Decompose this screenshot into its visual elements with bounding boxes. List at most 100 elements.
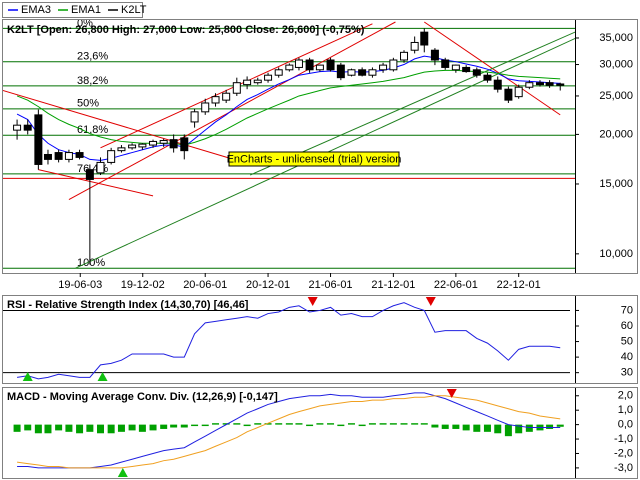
- candle-body: [379, 64, 388, 71]
- macd-line: [17, 395, 561, 469]
- x-tick-label: 19-12-02: [121, 279, 165, 291]
- macd-line: [17, 392, 561, 469]
- histogram-bar: [170, 424, 178, 428]
- rsi-line: [17, 302, 561, 380]
- histogram-bar: [400, 423, 408, 425]
- candle-body: [535, 82, 544, 86]
- candle-body: [462, 66, 471, 73]
- histogram-bar: [515, 424, 523, 434]
- histogram-bar: [97, 424, 105, 434]
- candle-body: [525, 82, 534, 88]
- fib-label: 23,6%: [77, 51, 108, 63]
- histogram-bar: [201, 424, 209, 427]
- histogram-bar: [138, 424, 146, 432]
- legend-label: K2LT: [121, 4, 147, 16]
- candle-body: [493, 79, 502, 90]
- histogram-bar: [504, 424, 512, 437]
- candle-body: [222, 92, 231, 101]
- x-tick-label: 21-06-01: [309, 279, 353, 291]
- candle-body: [232, 82, 241, 94]
- candle-body: [315, 64, 324, 71]
- y-tick-label: 60: [621, 320, 633, 332]
- candle-body: [138, 143, 147, 148]
- rsi-plot: [3, 297, 570, 381]
- candle-body: [253, 79, 262, 84]
- histogram-bar: [327, 423, 335, 425]
- histogram-bar: [233, 423, 241, 425]
- candle-body: [117, 147, 126, 152]
- y-tick-label: 25,000: [599, 90, 633, 102]
- buy-signal: [117, 468, 128, 477]
- fib-label: 38,2%: [77, 75, 108, 87]
- candle-body: [294, 59, 303, 68]
- candle-body: [545, 82, 554, 86]
- histogram-bar: [462, 424, 470, 431]
- histogram-bar: [76, 424, 84, 434]
- candle-body: [358, 69, 367, 76]
- histogram-bar: [264, 423, 272, 425]
- histogram-bar: [107, 424, 115, 434]
- candle-body: [190, 111, 199, 123]
- y-tick-label: -1,0: [614, 433, 633, 445]
- y-tick-label: 1,0: [618, 404, 633, 416]
- labels: 10,000 15,000 20,000 25,000 30,000 35,000 K2LT…: [7, 4, 633, 474]
- histogram-bar: [13, 424, 21, 432]
- candle-body: [430, 49, 439, 61]
- histogram-bar: [212, 423, 220, 425]
- histogram-bar: [546, 424, 554, 429]
- histogram-bar: [420, 423, 428, 425]
- candle-body: [305, 59, 314, 71]
- y-tick-label: 70: [621, 304, 633, 316]
- sell-signal: [307, 297, 318, 306]
- histogram-bar: [556, 424, 564, 427]
- y-tick-label: 2,0: [618, 390, 633, 402]
- histogram-bar: [494, 424, 502, 434]
- histogram-bar: [44, 424, 52, 434]
- candle-body: [410, 41, 419, 51]
- candle-body: [400, 51, 409, 61]
- histogram-bar: [160, 424, 168, 429]
- candle-body: [556, 83, 565, 86]
- x-tick-label: 20-06-01: [183, 279, 227, 291]
- x-tick-label: 21-12-01: [371, 279, 415, 291]
- histogram-bar: [285, 423, 293, 425]
- histogram-bar: [473, 424, 481, 432]
- candle-body: [441, 59, 450, 68]
- histogram-bar: [411, 423, 419, 425]
- candle-body: [264, 74, 273, 81]
- candle-body: [274, 69, 283, 76]
- trend-line: [38, 169, 154, 197]
- buy-signal: [22, 372, 33, 381]
- x-tick-label: 20-12-01: [246, 279, 290, 291]
- legend-label: EMA3: [21, 4, 51, 16]
- candle-body: [420, 31, 429, 46]
- candle-body: [75, 152, 84, 158]
- candle-body: [285, 64, 294, 71]
- candle-body: [64, 152, 73, 160]
- histogram-bar: [452, 424, 460, 429]
- candle-body: [107, 150, 116, 163]
- histogram-bar: [337, 424, 345, 427]
- fib-label: 61,8%: [77, 124, 108, 136]
- histogram-bar: [483, 424, 491, 432]
- y-tick-label: 30,000: [599, 58, 633, 70]
- y-tick-label: 30: [621, 367, 633, 379]
- candle-body: [243, 79, 252, 86]
- histogram-bar: [358, 424, 366, 427]
- histogram-bar: [34, 424, 42, 434]
- candle-body: [483, 74, 492, 81]
- histogram-bar: [243, 424, 251, 427]
- candle-body: [368, 69, 377, 76]
- candle-body: [128, 144, 137, 149]
- candle-body: [326, 59, 335, 71]
- y-tick-label: -3,0: [614, 462, 633, 474]
- histogram-bar: [316, 423, 324, 425]
- histogram-bar: [368, 423, 376, 425]
- candle-body: [54, 152, 63, 160]
- y-tick-label: 20,000: [599, 128, 633, 140]
- y-tick-label: 50: [621, 335, 633, 347]
- candle-body: [43, 153, 52, 160]
- sell-signal: [425, 297, 436, 306]
- candle-body: [23, 124, 32, 131]
